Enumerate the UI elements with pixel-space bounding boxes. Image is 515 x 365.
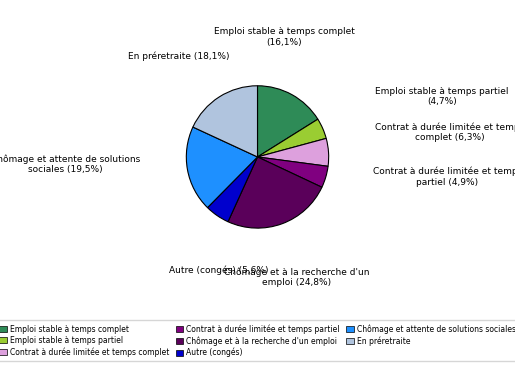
Text: Emploi stable à temps partiel
(4,7%): Emploi stable à temps partiel (4,7%) (375, 87, 508, 106)
Wedge shape (258, 157, 328, 187)
Text: Chômage et à la recherche d'un
emploi (24,8%): Chômage et à la recherche d'un emploi (2… (224, 267, 369, 287)
Wedge shape (258, 86, 318, 157)
Wedge shape (258, 119, 326, 157)
Wedge shape (186, 127, 258, 208)
Wedge shape (208, 157, 258, 222)
Wedge shape (228, 157, 322, 228)
Text: Emploi stable à temps complet
(16,1%): Emploi stable à temps complet (16,1%) (214, 27, 355, 47)
Text: Contrat à durée limitée et temps
complet (6,3%): Contrat à durée limitée et temps complet… (375, 122, 515, 142)
Wedge shape (258, 138, 329, 166)
Text: Autre (congés) (5,6%): Autre (congés) (5,6%) (168, 265, 268, 274)
Text: Contrat à durée limitée et temps
partiel (4,9%): Contrat à durée limitée et temps partiel… (373, 167, 515, 187)
Legend: Emploi stable à temps complet, Emploi stable à temps partiel, Contrat à durée li: Emploi stable à temps complet, Emploi st… (0, 320, 515, 361)
Wedge shape (193, 86, 258, 157)
Text: En préretraite (18,1%): En préretraite (18,1%) (128, 51, 230, 61)
Text: Chômage et attente de solutions
sociales (19,5%): Chômage et attente de solutions sociales… (0, 154, 140, 174)
